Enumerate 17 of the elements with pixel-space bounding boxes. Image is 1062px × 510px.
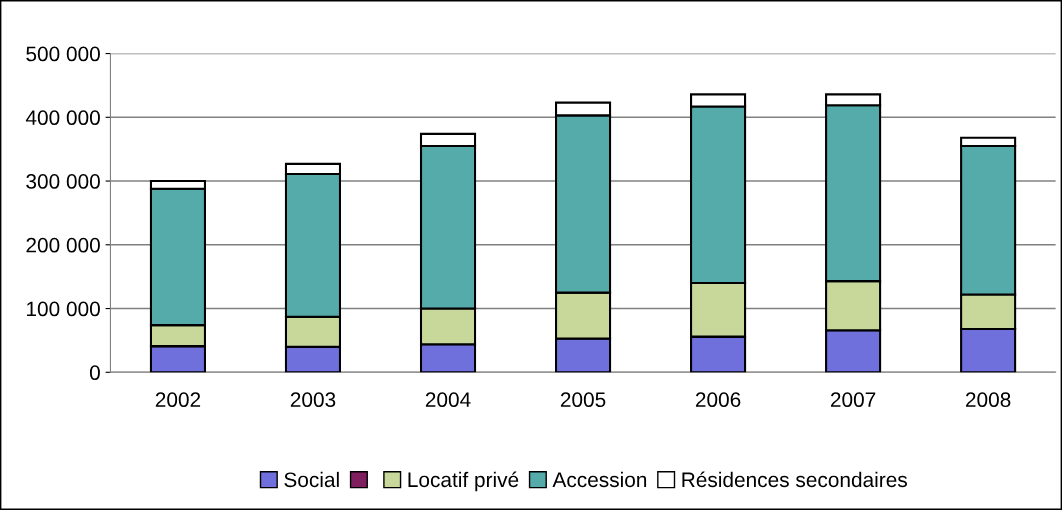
y-tick-label: 400 000 (25, 110, 100, 126)
legend-label: Accession (552, 471, 647, 488)
x-tick-label: 2005 (560, 392, 606, 408)
legend-label: Résidences secondaires (682, 471, 907, 488)
x-tick-label: 2008 (965, 392, 1011, 408)
y-tick-label: 200 000 (26, 237, 100, 253)
legend-label: Locatif privé (408, 471, 519, 492)
y-tick-label: 100 000 (27, 301, 100, 317)
x-tick-label: 2006 (695, 392, 741, 408)
y-tick-label: 500 000 (26, 46, 100, 62)
y-tick-label: 0 (89, 365, 100, 381)
legend-label: Social (284, 471, 339, 488)
x-tick-label: 2007 (830, 392, 876, 408)
x-tick-label: 2002 (155, 392, 201, 408)
x-tick-label: 2003 (290, 392, 336, 408)
y-tick-label: 300 000 (26, 174, 100, 189)
x-tick-label: 2004 (425, 392, 471, 408)
